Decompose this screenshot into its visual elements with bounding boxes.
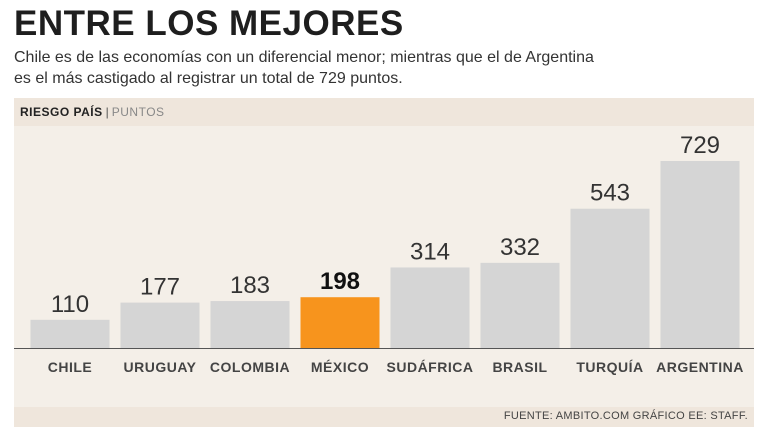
chart-subtitle: Chile es de las economías con un diferen… xyxy=(14,47,754,89)
value-label-sudafrica: 314 xyxy=(410,238,450,265)
value-label-colombia: 183 xyxy=(230,272,270,299)
category-label-chile: CHILE xyxy=(48,359,93,375)
chart-title: ENTRE LOS MEJORES xyxy=(14,4,404,43)
header-separator: | xyxy=(105,105,109,119)
bar-brasil xyxy=(480,262,560,348)
value-label-mexico: 198 xyxy=(320,268,360,295)
subtitle-line-2: es el más castigado al registrar un tota… xyxy=(14,70,403,87)
category-label-mexico: MÉXICO xyxy=(311,359,369,375)
bar-uruguay xyxy=(120,302,200,348)
source-note: FUENTE: AMBITO.COM GRÁFICO EE: STAFF. xyxy=(503,410,748,422)
value-label-argentina: 729 xyxy=(680,132,720,159)
value-label-brasil: 332 xyxy=(500,234,540,261)
source-band: FUENTE: AMBITO.COM GRÁFICO EE: STAFF. xyxy=(14,407,754,427)
category-label-brasil: BRASIL xyxy=(492,359,547,375)
value-label-uruguay: 177 xyxy=(140,274,180,301)
category-label-sudafrica: SUDÁFRICA xyxy=(387,359,474,375)
bar-mexico xyxy=(300,297,380,348)
subtitle-line-1: Chile es de las economías con un diferen… xyxy=(14,49,594,66)
header-band: RIESGO PAÍS | PUNTOS xyxy=(14,98,754,126)
bar-sudafrica xyxy=(390,267,470,348)
bar-argentina xyxy=(660,161,740,348)
category-label-argentina: ARGENTINA xyxy=(656,359,744,375)
unit-label: PUNTOS xyxy=(111,105,165,119)
category-label-uruguay: URUGUAY xyxy=(124,359,197,375)
metric-label: RIESGO PAÍS xyxy=(20,105,103,119)
category-label-colombia: COLOMBIA xyxy=(210,359,290,375)
bar-chile xyxy=(30,319,110,348)
value-label-chile: 110 xyxy=(51,291,89,318)
value-label-turquia: 543 xyxy=(590,180,630,207)
bar-chart: 110 CHILE 177 URUGUAY 183 COLOMBIA 198 MÉXICO 31… xyxy=(14,132,754,375)
bar-turquia xyxy=(570,208,650,348)
bar-colombia xyxy=(210,301,290,348)
category-label-turquia: TURQUÍA xyxy=(576,359,643,375)
